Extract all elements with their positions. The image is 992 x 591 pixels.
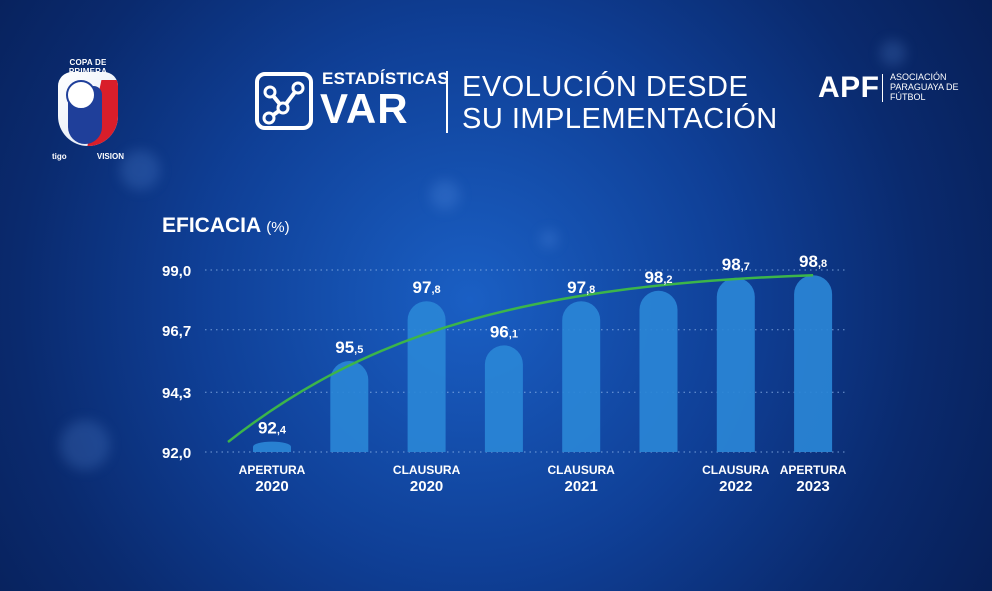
background-bokeh xyxy=(60,420,110,470)
bar xyxy=(253,441,291,452)
y-tick-label: 94,3 xyxy=(162,385,191,402)
var-network-icon xyxy=(255,72,313,130)
bars-layer xyxy=(253,275,833,452)
header-title-small: ESTADÍSTICAS xyxy=(322,69,450,88)
x-category-year: 2021 xyxy=(565,478,598,495)
apf-logo: APF xyxy=(818,71,880,104)
metric-name: EFICACIA xyxy=(162,214,261,237)
metric-unit: (%) xyxy=(266,219,290,236)
badge-sponsors: tigo VISION xyxy=(52,152,124,161)
bar xyxy=(794,275,833,452)
y-tick-label: 99,0 xyxy=(162,263,191,280)
bar-value-label: 96,1 xyxy=(490,322,518,341)
header-subtitle-line2: SU IMPLEMENTACIÓN xyxy=(462,103,778,135)
bar-value-label: 97,8 xyxy=(567,278,595,297)
bar xyxy=(330,361,369,452)
bar xyxy=(407,301,446,452)
bar-value-label: 92,4 xyxy=(258,419,287,438)
background-bokeh xyxy=(430,180,460,210)
x-category-label: CLAUSURA xyxy=(393,463,461,477)
apf-org-name: ASOCIACIÓN PARAGUAYA DE FÚTBOL xyxy=(890,72,959,102)
x-category-label: APERTURA xyxy=(239,463,306,477)
header-title-big: VAR xyxy=(320,85,409,132)
labels-layer: 92,4APERTURA202095,597,8CLAUSURA202096,1… xyxy=(239,252,847,495)
bar xyxy=(562,301,601,452)
sponsor-vision: VISION xyxy=(96,152,124,161)
x-category-year: 2023 xyxy=(796,478,829,495)
background-bokeh xyxy=(880,40,906,66)
bar-value-label: 95,5 xyxy=(335,338,363,357)
background-bokeh xyxy=(120,150,160,190)
x-category-label: CLAUSURA xyxy=(702,463,770,477)
x-category-year: 2020 xyxy=(255,478,288,495)
grid-layer: 99,0 96,7 94,3 92,0 xyxy=(162,263,848,462)
badge-top-text: COPA DE PRIMERA xyxy=(69,58,107,76)
apf-divider xyxy=(882,74,883,102)
bar xyxy=(639,290,678,452)
bar-value-label: 98,2 xyxy=(644,268,672,287)
x-category-label: APERTURA xyxy=(780,463,847,477)
soccer-ball-icon xyxy=(66,80,96,110)
x-category-label: CLAUSURA xyxy=(548,463,616,477)
trend-layer xyxy=(227,273,814,443)
bar xyxy=(716,277,755,452)
copa-de-primera-logo: COPA DE PRIMERA tigo VISION xyxy=(52,58,124,168)
background-bokeh xyxy=(540,230,558,248)
y-tick-label: 96,7 xyxy=(162,323,191,340)
header-divider xyxy=(446,71,448,133)
chart-metric-label: EFICACIA (%) xyxy=(162,214,290,238)
sponsor-tigo: tigo xyxy=(52,152,67,161)
header-subtitle-line1: EVOLUCIÓN DESDE xyxy=(462,71,749,103)
bar-value-label: 97,8 xyxy=(413,278,441,297)
x-category-year: 2022 xyxy=(719,478,752,495)
x-category-year: 2020 xyxy=(410,478,443,495)
bar-value-label: 98,7 xyxy=(722,255,750,274)
bar xyxy=(484,345,523,452)
bar-value-label: 98,8 xyxy=(799,252,827,271)
shield-icon xyxy=(58,72,118,146)
trend-line xyxy=(227,273,814,443)
y-tick-label: 92,0 xyxy=(162,445,191,462)
